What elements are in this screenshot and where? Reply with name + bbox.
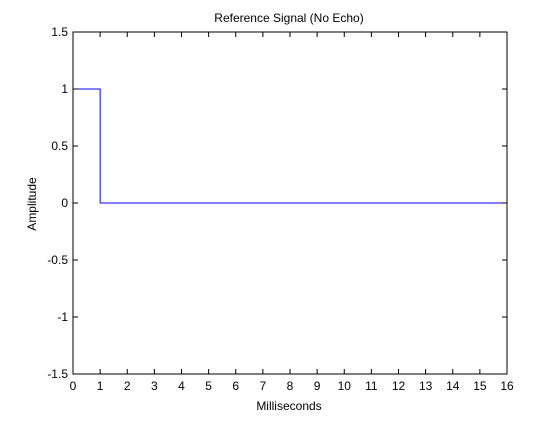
x-tick-label: 5 <box>205 379 212 393</box>
x-axis-label: Milliseconds <box>256 399 321 413</box>
y-tick-label: -0.5 <box>47 253 68 267</box>
x-tick-label: 11 <box>365 379 378 393</box>
y-tick-label: 1 <box>61 82 68 96</box>
x-tick-label: 9 <box>314 379 321 393</box>
x-tick-label: 15 <box>473 379 487 393</box>
y-tick-label: 0 <box>61 196 68 210</box>
x-tick-label: 7 <box>260 379 267 393</box>
y-tick-label: -1.5 <box>47 367 68 381</box>
series-line-0 <box>73 88 507 204</box>
x-tick-label: 0 <box>70 379 77 393</box>
x-tick-label: 14 <box>446 379 460 393</box>
x-tick-label: 4 <box>178 379 185 393</box>
y-tick-label: -1 <box>57 310 68 324</box>
x-tick-label: 12 <box>392 379 406 393</box>
x-tick-label: 6 <box>232 379 239 393</box>
x-tick-label: 1 <box>97 379 104 393</box>
y-axis-label: Amplitude <box>25 177 39 231</box>
x-tick-label: 2 <box>124 379 131 393</box>
x-tick-label: 16 <box>500 379 514 393</box>
x-tick-label: 10 <box>338 379 352 393</box>
x-tick-label: 13 <box>419 379 433 393</box>
chart-title: Reference Signal (No Echo) <box>214 11 363 25</box>
plot-area: 0 1 2 3 4 5 6 7 8 9 10 11 12 13 14 15 16-1.5-1-0.500.511… <box>47 25 514 393</box>
x-tick-label: 3 <box>151 379 158 393</box>
x-tick-label: 8 <box>287 379 294 393</box>
y-tick-label: 1.5 <box>51 25 68 39</box>
y-tick-label: 0.5 <box>51 139 68 153</box>
